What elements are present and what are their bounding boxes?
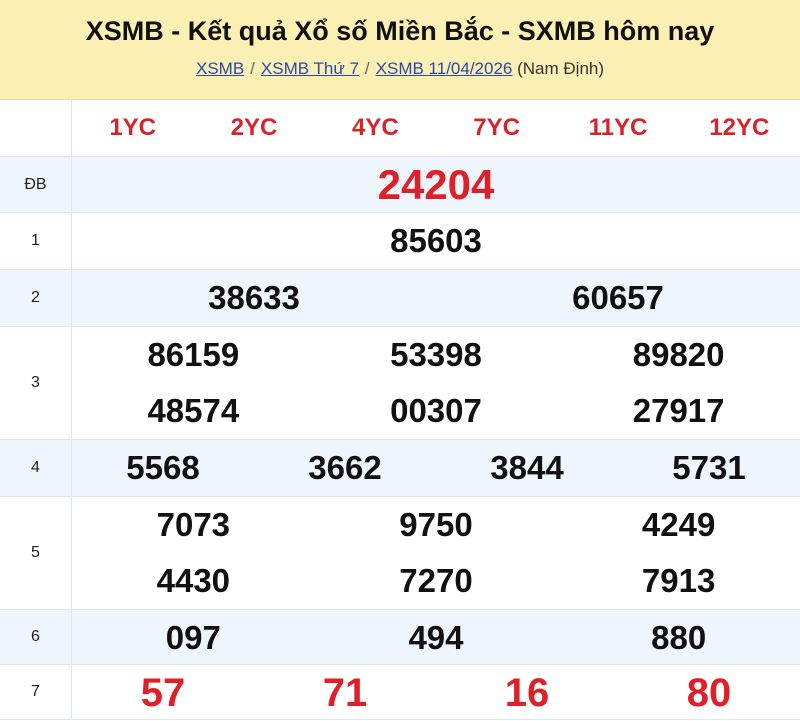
breadcrumb-xsmb[interactable]: XSMB	[195, 59, 245, 78]
prize-label: 7	[0, 665, 72, 719]
prize-numbers: 24204	[72, 157, 800, 212]
prize-number: 7073	[156, 506, 231, 543]
breadcrumb-xsmb-thu-7[interactable]: XSMB Thứ 7	[260, 59, 359, 78]
prize-number: 60657	[572, 279, 664, 316]
prize-number: 48574	[147, 392, 240, 429]
prize-numbers: 097 494 880	[72, 610, 800, 664]
prize-row: 3 86159 53398 89820 48574 00307 27917	[0, 327, 800, 440]
breadcrumb-separator: /	[364, 59, 370, 78]
code-label: 12YC	[709, 114, 770, 141]
prize-numbers: 38633 60657	[72, 270, 800, 326]
prize-number: 16	[504, 670, 550, 715]
prize-number: 494	[408, 619, 464, 656]
page-header: XSMB - Kết quả Xổ số Miền Bắc - SXMB hôm…	[0, 0, 800, 100]
prize-row: 1 85603	[0, 213, 800, 270]
codes-row: 1YC 2YC 4YC 7YC 11YC 12YC	[0, 100, 800, 157]
prize-number: 89820	[632, 336, 725, 373]
prize-number: 5731	[672, 449, 746, 486]
code-label: 7YC	[473, 114, 520, 141]
prize-number: 3844	[490, 449, 564, 486]
prize-number: 27917	[632, 392, 725, 429]
special-prize-number: 24204	[377, 161, 495, 208]
prize-label: 5	[0, 497, 72, 609]
prize-row: 4 5568 3662 3844 5731	[0, 440, 800, 497]
prize-numbers: 7073 9750 4249 4430 7270 7913	[72, 497, 800, 609]
prize-label: 2	[0, 270, 72, 326]
prize-number: 7270	[399, 562, 473, 599]
breadcrumb-separator: /	[250, 59, 255, 78]
code-label: 4YC	[351, 114, 399, 141]
location-label: (Nam Định)	[517, 59, 605, 78]
prize-number: 80	[686, 670, 732, 715]
codes-cells: 1YC 2YC 4YC 7YC 11YC 12YC	[72, 100, 800, 156]
prize-number: 38633	[208, 279, 300, 316]
prize-numbers: 86159 53398 89820 48574 00307 27917	[72, 327, 800, 439]
code-label: 1YC	[109, 114, 156, 141]
prize-row: 6 097 494 880	[0, 610, 800, 665]
prize-number: 86159	[147, 336, 240, 373]
prize-number: 71	[322, 670, 368, 715]
prize-number: 53398	[390, 336, 482, 373]
prize-number: 85603	[390, 222, 482, 259]
prize-numbers: 85603	[72, 213, 800, 269]
breadcrumb-xsmb-date[interactable]: XSMB 11/04/2026	[375, 59, 513, 78]
code-label: 2YC	[230, 114, 278, 141]
prize-number: 5568	[126, 449, 200, 486]
prize-numbers: 57 71 16 80	[72, 665, 800, 719]
prize-number: 097	[165, 619, 221, 656]
prize-number: 880	[651, 619, 707, 656]
prize-row: 7 57 71 16 80	[0, 665, 800, 720]
breadcrumb: XSMB / XSMB Thứ 7 / XSMB 11/04/2026 (Nam Địn…	[0, 59, 800, 79]
prize-number: 4249	[641, 506, 716, 543]
prize-label: 4	[0, 440, 72, 496]
prize-number: 57	[140, 670, 186, 715]
prize-numbers: 5568 3662 3844 5731	[72, 440, 800, 496]
prize-number: 4430	[156, 562, 231, 599]
page-title: XSMB - Kết quả Xổ số Miền Bắc - SXMB hôm…	[85, 16, 715, 46]
prize-number: 3662	[308, 449, 382, 486]
prize-row: 5 7073 9750 4249 4430 7270 7913	[0, 497, 800, 610]
prize-number: 7913	[641, 562, 716, 599]
prize-label: 1	[0, 213, 72, 269]
prize-label: ĐB	[0, 157, 72, 212]
prize-label: 6	[0, 610, 72, 664]
row-label-empty	[0, 100, 72, 156]
results-table: 1YC 2YC 4YC 7YC 11YC 12YC ĐB 24204 1 85603 2 38633 6…	[0, 100, 800, 720]
prize-row: 2 38633 60657	[0, 270, 800, 327]
prize-number: 9750	[399, 506, 473, 543]
prize-label: 3	[0, 327, 72, 439]
prize-number: 00307	[390, 392, 482, 429]
prize-row: ĐB 24204	[0, 157, 800, 213]
code-label: 11YC	[588, 114, 648, 141]
